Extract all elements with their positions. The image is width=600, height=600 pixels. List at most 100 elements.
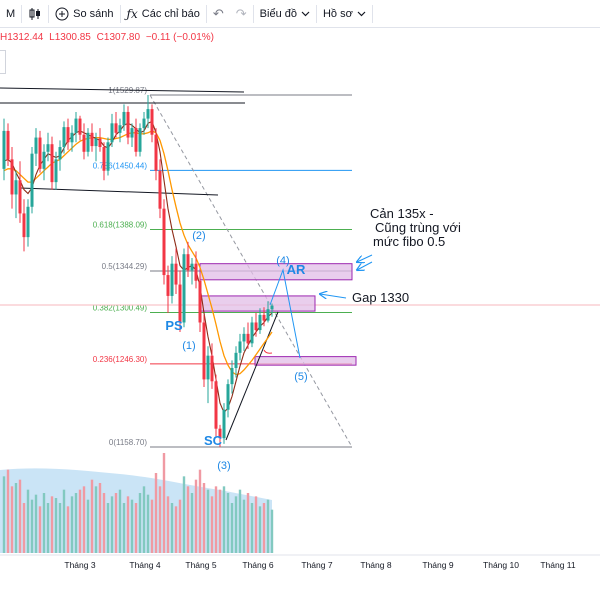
volume-bar: [54, 498, 58, 553]
indicators-button[interactable]: ƒx Các chỉ báo: [121, 0, 206, 28]
volume-bar: [122, 503, 126, 553]
candle-body: [6, 130, 10, 160]
candles-icon: [28, 7, 42, 21]
candle: [46, 132, 50, 162]
candle-body: [30, 153, 34, 207]
candle: [154, 128, 158, 181]
candle: [18, 161, 22, 223]
volume-bar: [14, 483, 18, 553]
volume-bar: [42, 493, 46, 553]
candlestick-series: [2, 95, 274, 447]
interval-button[interactable]: M: [0, 0, 21, 28]
candle: [38, 130, 42, 173]
candle-body: [246, 333, 250, 344]
candle-body: [98, 138, 102, 148]
volume-bar: [182, 476, 186, 553]
volume-bar: [166, 496, 170, 553]
candle: [2, 118, 6, 181]
candle-body: [234, 352, 238, 369]
compare-button[interactable]: So sánh: [49, 0, 119, 28]
candle-body: [146, 109, 150, 119]
candle: [10, 147, 14, 209]
volume-bar: [134, 503, 138, 553]
ohlc-close: C1307.80: [96, 32, 141, 43]
resistance-arrow: [357, 254, 373, 262]
candle: [94, 132, 98, 162]
candle: [50, 136, 54, 190]
volume-bar: [142, 486, 146, 553]
candle-body: [86, 132, 90, 152]
redo-icon: ↷: [235, 5, 247, 21]
volume-bar: [114, 493, 118, 553]
candle-body: [270, 305, 274, 310]
candle: [22, 199, 26, 252]
candle: [70, 125, 74, 152]
candle-body: [106, 142, 110, 171]
candle: [98, 128, 102, 152]
candle-body: [114, 123, 118, 133]
volume-bar: [210, 496, 214, 553]
profile-menu[interactable]: Hồ sơ: [317, 0, 372, 28]
candle: [126, 106, 130, 145]
time-axis-label: Tháng 11: [540, 560, 576, 570]
chart-style-button[interactable]: [22, 0, 48, 28]
candle-body: [214, 381, 218, 429]
time-axis-label: Tháng 10: [483, 560, 519, 570]
volume-bar: [158, 486, 162, 553]
interval-label: M: [6, 7, 16, 20]
wave-projection: PS (1) (2) SC (3) (4)AR (5): [165, 230, 373, 472]
volume-bar: [178, 499, 182, 553]
candle-body: [54, 159, 58, 183]
chevron-down-icon: [301, 11, 310, 17]
candle-body: [206, 355, 210, 380]
fib-trend-diagonal: [149, 94, 353, 448]
channel-bottom-line: [19, 187, 219, 196]
wave-label: (4): [276, 255, 289, 267]
candle-body: [66, 127, 70, 143]
candle-body: [34, 137, 38, 154]
candle-body: [14, 180, 18, 195]
toolbar-divider: [119, 4, 121, 23]
candle: [234, 346, 238, 378]
toolbar-divider: [21, 4, 23, 23]
ohlc-high: H1312.44: [0, 32, 44, 43]
candle: [270, 303, 274, 317]
resistance-arrow-2: [357, 261, 373, 270]
candle-body: [74, 118, 78, 133]
fib-level-label: 0.382(1300.49): [93, 304, 148, 313]
resistance-note-line2: Cũng trùng với: [375, 220, 461, 235]
candle-body: [186, 254, 190, 271]
toolbar-divider: [315, 4, 317, 23]
candle: [174, 248, 178, 295]
gap-arrow: [320, 294, 347, 298]
fib-level-label: 0.236(1246.30): [93, 355, 148, 364]
collapse-legend-tab[interactable]: [0, 50, 6, 74]
undo-button[interactable]: ↶: [207, 0, 230, 28]
candle: [202, 314, 206, 387]
wave-projection-path: [269, 268, 301, 359]
candle: [194, 251, 198, 289]
candle-body: [166, 275, 170, 296]
candle: [254, 312, 258, 337]
candle-body: [198, 280, 202, 323]
plus-circle-icon: [55, 7, 69, 21]
volume-bar: [130, 499, 134, 553]
candle: [242, 327, 246, 351]
candle-body: [178, 284, 182, 323]
candle-body: [182, 254, 186, 323]
candle-body: [162, 208, 166, 276]
candle-body: [110, 123, 114, 143]
candle-body: [150, 109, 154, 135]
volume-series: [0, 453, 274, 553]
candle: [266, 301, 270, 323]
chart-type-menu[interactable]: Biểu đồ: [254, 0, 316, 28]
chevron-down-icon: [357, 11, 366, 17]
resistance-note-line1: Cản 135x -: [370, 206, 434, 221]
candle-body: [122, 111, 126, 126]
redo-button[interactable]: ↷: [230, 0, 253, 28]
toolbar-divider: [48, 4, 50, 23]
candle: [42, 144, 46, 181]
volume-bar: [90, 479, 94, 553]
fib-level-label: 0(1158.70): [109, 438, 147, 447]
